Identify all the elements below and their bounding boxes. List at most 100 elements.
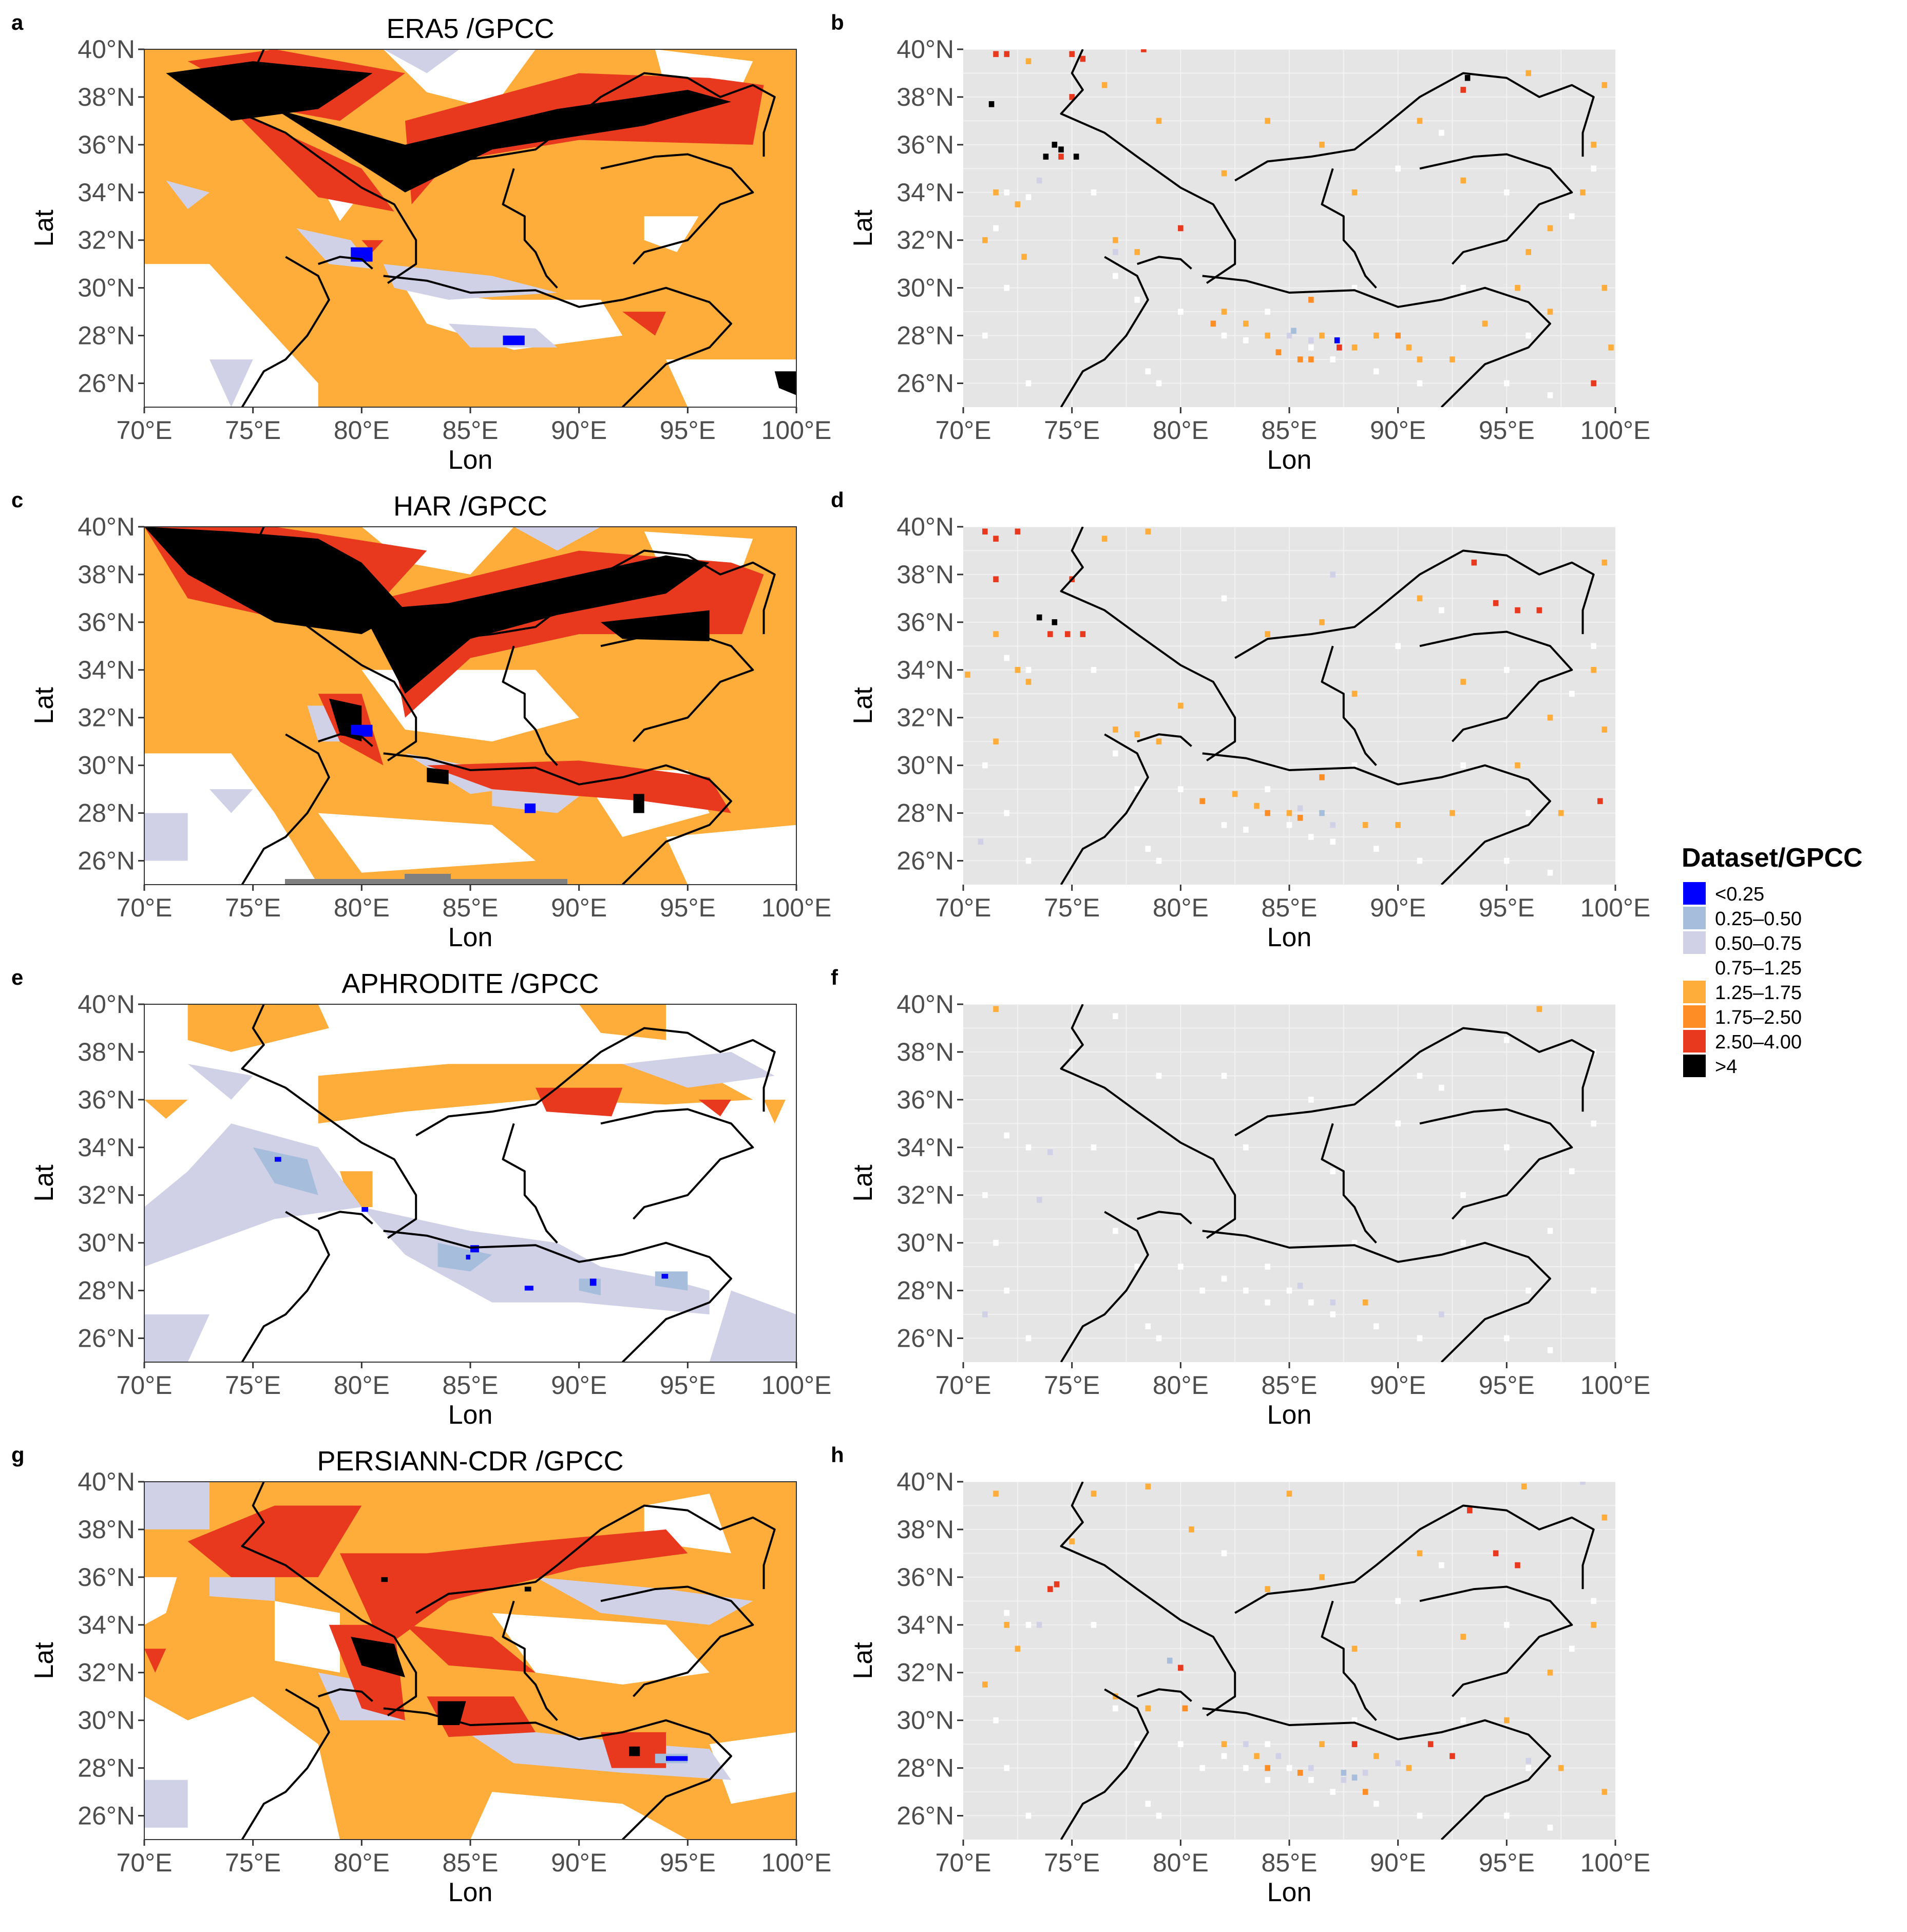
station-cell — [1460, 87, 1466, 93]
y-tick-label: 38°N — [897, 1515, 954, 1544]
y-tick-label: 26°N — [897, 847, 954, 875]
heatmap-region — [666, 1756, 688, 1761]
x-tick-label: 85°E — [1262, 416, 1318, 445]
station-cell — [1004, 51, 1009, 58]
station-cell — [993, 1490, 999, 1497]
station-cell — [1471, 559, 1477, 566]
x-tick-label: 100°E — [761, 1371, 832, 1400]
station-cell — [1536, 1006, 1542, 1012]
plot-area — [144, 527, 796, 885]
y-tick-label: 40°N — [78, 35, 135, 64]
station-cell — [1091, 666, 1097, 673]
x-tick-label: 100°E — [1580, 1371, 1651, 1400]
station-cell — [1558, 1765, 1564, 1771]
x-tick-label: 75°E — [225, 893, 281, 922]
x-axis-title: Lon — [448, 1878, 493, 1907]
plot-area — [963, 1482, 1615, 1840]
station-cell — [1395, 165, 1401, 172]
x-tick-label: 70°E — [936, 893, 991, 922]
station-cell — [1054, 1581, 1060, 1587]
station-cell — [1460, 1717, 1466, 1724]
heatmap-region — [209, 789, 253, 813]
x-tick-label: 95°E — [1479, 1371, 1535, 1400]
station-cell — [1319, 142, 1325, 148]
boundary-line — [1060, 1004, 1236, 1239]
station-cell — [1330, 1789, 1336, 1795]
heatmap-region — [644, 216, 699, 252]
station-cell — [1395, 1598, 1401, 1604]
y-tick-label: 40°N — [78, 512, 135, 541]
y-tick-label: 38°N — [78, 1038, 135, 1066]
station-cell — [1047, 1586, 1053, 1592]
station-cell — [1569, 213, 1575, 220]
station-cell — [1417, 356, 1423, 362]
station-cell — [1036, 1621, 1042, 1628]
station-cell — [1297, 815, 1303, 821]
station-cell — [1178, 786, 1184, 792]
station-cell — [1591, 1598, 1596, 1604]
heatmap-region — [589, 1278, 597, 1286]
station-cell — [982, 332, 988, 339]
legend-swatch — [1683, 907, 1706, 929]
x-tick-label: 90°E — [551, 893, 607, 922]
heatmap-region — [351, 1637, 405, 1677]
station-cell — [1450, 810, 1455, 816]
station-cell — [1515, 284, 1520, 291]
station-cell — [1052, 142, 1058, 148]
station-cell — [1330, 571, 1336, 578]
station-cell — [1199, 798, 1205, 805]
station-cell — [1330, 1299, 1336, 1306]
station-cell — [1580, 189, 1586, 196]
station-cell — [1265, 1777, 1270, 1783]
y-tick-label: 40°N — [78, 1467, 135, 1496]
boundary-line — [1137, 1211, 1192, 1225]
x-tick-label: 75°E — [1044, 1848, 1100, 1877]
station-cell — [1156, 1335, 1162, 1342]
station-cell — [1199, 1765, 1205, 1771]
heatmap-region — [144, 813, 188, 861]
station-cell — [1374, 1323, 1379, 1330]
station-cell — [1547, 869, 1553, 876]
y-tick-label: 26°N — [897, 1802, 954, 1830]
boundary-line — [241, 1211, 330, 1362]
boundary-line — [241, 1482, 417, 1717]
y-axis-title: Lat — [848, 1164, 878, 1202]
y-tick-label: 40°N — [897, 35, 954, 64]
x-tick-label: 100°E — [761, 1848, 832, 1877]
boundary-line — [1419, 153, 1573, 265]
heatmap-region — [774, 371, 796, 395]
station-cell — [1004, 1287, 1009, 1294]
station-cell — [1113, 726, 1118, 733]
station-cell — [1417, 118, 1423, 124]
panel-letter: b — [831, 10, 844, 34]
station-cell — [1330, 1311, 1336, 1317]
heatmap-region — [144, 527, 405, 635]
y-tick-label: 36°N — [78, 1085, 135, 1114]
boundary-line — [1419, 630, 1573, 742]
x-tick-label: 90°E — [551, 1371, 607, 1400]
y-tick-label: 36°N — [897, 1563, 954, 1592]
boundary-line — [241, 1688, 330, 1840]
boundary-line — [1137, 1688, 1192, 1703]
station-cell — [1547, 1824, 1553, 1831]
x-tick-label: 85°E — [443, 416, 499, 445]
scale-bar-line — [285, 879, 567, 884]
station-cell — [1319, 810, 1325, 816]
station-cell — [1504, 380, 1510, 387]
station-cell — [1337, 345, 1342, 351]
station-cell — [993, 51, 999, 58]
boundary-line — [383, 1707, 732, 1840]
station-cell — [1073, 154, 1079, 160]
station-cell — [1265, 1264, 1270, 1270]
panel-title: PERSIANN-CDR /GPCC — [317, 1446, 623, 1477]
y-tick-label: 28°N — [897, 1276, 954, 1305]
station-cell — [1308, 345, 1314, 351]
x-tick-label: 90°E — [551, 416, 607, 445]
scale-bar-block — [405, 874, 451, 880]
heatmap-region — [231, 109, 394, 212]
boundary-line — [1321, 645, 1377, 767]
y-tick-label: 30°N — [78, 274, 135, 302]
heatmap-region — [601, 610, 710, 641]
y-tick-label: 32°N — [78, 703, 135, 732]
heatmap-region — [187, 1064, 253, 1100]
